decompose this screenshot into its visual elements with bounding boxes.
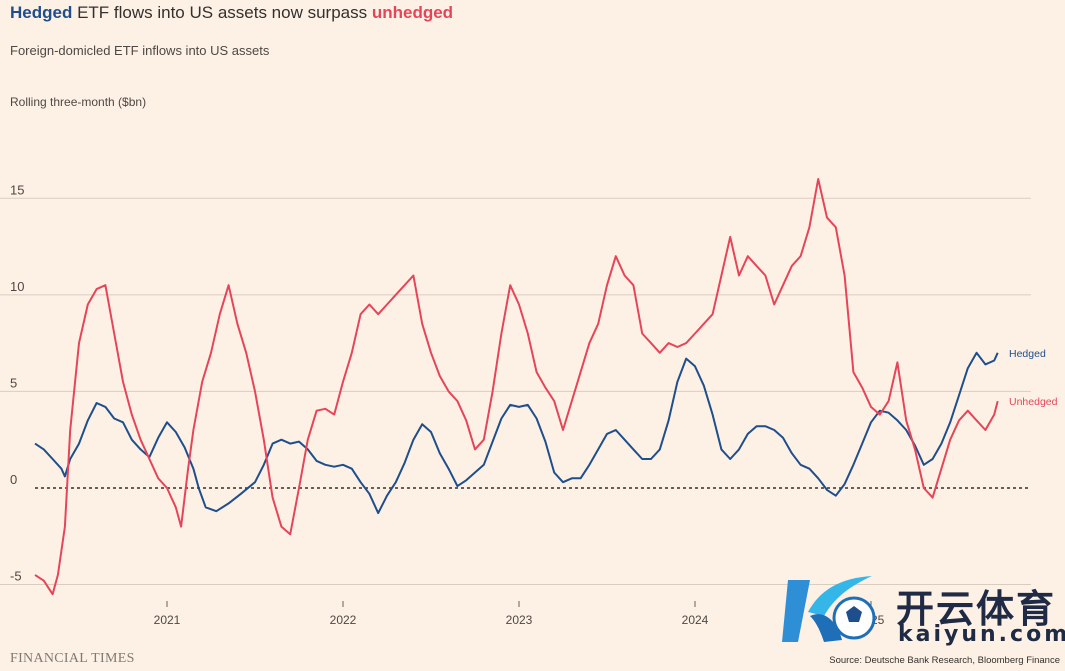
brand-footer: FINANCIAL TIMES — [10, 651, 135, 666]
y-tick-label: 10 — [10, 279, 24, 294]
gridlines — [0, 197, 1031, 586]
series-labels: Hedged Unhedged — [1009, 348, 1058, 408]
y-axis-unit-label: Rolling three-month ($bn) — [10, 95, 147, 109]
x-tick-label: 2022 — [330, 613, 357, 627]
x-tick-label: 2023 — [506, 613, 533, 627]
source-note: Source: Deutsche Bank Research, Bloomber… — [829, 655, 1060, 666]
y-tick-label: 15 — [10, 182, 24, 197]
series-label-hedged: Hedged — [1009, 348, 1046, 360]
series-line-unhedged — [34, 178, 999, 596]
y-tick-label: 5 — [10, 375, 17, 390]
series-line-hedged — [34, 351, 999, 515]
title-middle-text: ETF flows into US assets now surpass — [72, 3, 372, 22]
watermark-latin-text: kaiyun.com — [898, 622, 1065, 647]
series-label-unhedged: Unhedged — [1009, 396, 1058, 408]
title-unhedged-word: unhedged — [371, 3, 454, 22]
series-lines — [34, 178, 999, 596]
chart-subtitle: Foreign-domicled ETF inflows into US ass… — [10, 43, 270, 58]
x-tick-labels: 20212022202320242025 — [154, 601, 885, 627]
x-tick-label: 2024 — [682, 613, 709, 627]
y-tick-labels: -5 0 5 10 15 — [10, 182, 24, 583]
title-hedged-word: Hedged — [10, 3, 73, 22]
chart-title: Hedged ETF flows into US assets now surp… — [10, 3, 453, 23]
watermark-logo-mark — [780, 570, 1065, 650]
x-tick-label: 2021 — [154, 613, 181, 627]
y-tick-label: 0 — [10, 472, 17, 487]
watermark-chinese-text: 开云体育 — [896, 587, 1057, 631]
y-tick-label: -5 — [10, 569, 22, 584]
